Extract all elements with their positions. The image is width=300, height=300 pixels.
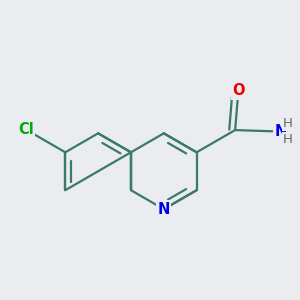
Text: Cl: Cl xyxy=(18,122,34,137)
Text: H: H xyxy=(283,117,292,130)
Text: N: N xyxy=(158,202,170,217)
Text: O: O xyxy=(232,83,244,98)
Text: H: H xyxy=(283,133,292,146)
Text: N: N xyxy=(274,124,287,139)
